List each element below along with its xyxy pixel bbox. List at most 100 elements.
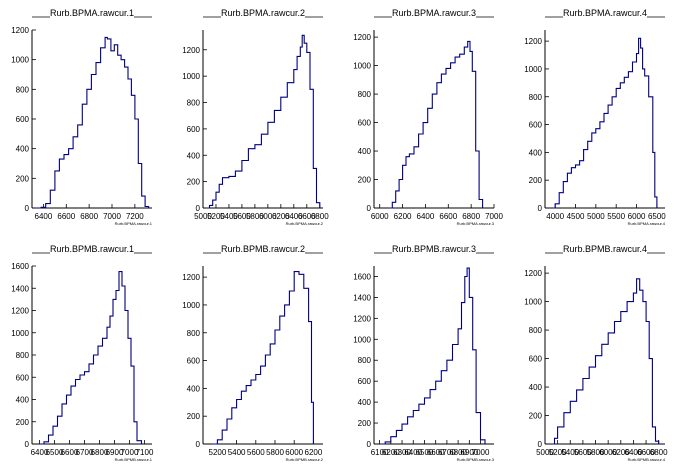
x-tick-label: 7000 (472, 448, 490, 457)
x-axis-title: Rurb.BPMA.rawcur.1 (115, 221, 153, 226)
x-tick-label: 7000 (121, 448, 139, 457)
x-tick-label: 6800 (462, 212, 480, 221)
y-tick-label: 400 (529, 148, 543, 157)
y-tick-label: 1000 (11, 329, 29, 338)
y-tick-label: 200 (358, 419, 372, 428)
x-tick-label: 5200 (207, 212, 225, 221)
x-tick-label: 7000 (485, 212, 503, 221)
y-tick-label: 600 (187, 357, 201, 366)
chart-title: Rurb.BPMA.rawcur.3 (392, 8, 476, 18)
x-tick-label: 6400 (625, 448, 643, 457)
y-tick-label: 1600 (11, 262, 29, 271)
y-tick-label: 400 (529, 383, 543, 392)
y-tick-label: 0 (196, 440, 201, 449)
x-tick-label: 7200 (126, 212, 144, 221)
x-tick-label: 5400 (220, 212, 238, 221)
x-tick-label: 6400 (404, 448, 422, 457)
y-tick-label: 1200 (182, 273, 200, 282)
x-tick-label: 6600 (298, 212, 316, 221)
x-axis-title: Rurb.BPMB.rawcur.4 (628, 457, 666, 462)
x-tick-label: 6500 (648, 212, 666, 221)
x-tick-label: 6800 (91, 448, 109, 457)
y-tick-label: 200 (529, 412, 543, 421)
histogram-series (553, 37, 658, 209)
x-tick-label: 6000 (259, 212, 277, 221)
y-tick-label: 1000 (524, 65, 542, 74)
y-tick-label: 1000 (353, 62, 371, 71)
y-tick-label: 400 (16, 145, 30, 154)
x-tick-label: 5500 (607, 212, 625, 221)
x-axis-title: Rurb.BPMB.rawcur.2 (286, 457, 324, 462)
y-tick-label: 600 (358, 119, 372, 128)
y-tick-label: 200 (16, 174, 30, 183)
x-tick-label: 5200 (209, 448, 227, 457)
x-axis-title: Rurb.BPMA.rawcur.2 (286, 221, 324, 226)
x-tick-label: 6800 (311, 212, 329, 221)
histogram-panel: Rurb.BPMB.rawcur.1 0 200 400 600 800 1000 1200 1… (11, 242, 154, 462)
x-tick-label: 6900 (460, 448, 478, 457)
x-tick-label: 6200 (305, 448, 323, 457)
x-tick-label: 5600 (247, 448, 265, 457)
x-tick-label: 6200 (382, 448, 400, 457)
x-tick-label: 6000 (371, 212, 389, 221)
x-tick-label: 6400 (285, 212, 303, 221)
y-tick-label: 400 (358, 398, 372, 407)
x-tick-label: 6500 (46, 448, 64, 457)
y-tick-label: 600 (529, 121, 543, 130)
histogram-series (388, 40, 484, 209)
x-tick-label: 5400 (228, 448, 246, 457)
y-tick-label: 200 (16, 418, 30, 427)
y-tick-label: 1200 (11, 307, 29, 316)
y-tick-label: 200 (358, 176, 372, 185)
y-tick-label: 1000 (11, 56, 29, 65)
x-tick-label: 6700 (438, 448, 456, 457)
histogram-series (379, 267, 486, 445)
y-tick-label: 400 (16, 396, 30, 405)
y-tick-label: 0 (367, 440, 372, 449)
x-tick-label: 6000 (599, 448, 617, 457)
x-tick-label: 6800 (80, 212, 98, 221)
histogram-panel: Rurb.BPMA.rawcur.4 0 200 400 600 800 1000 1200 4… (524, 6, 666, 226)
title-box (565, 6, 645, 19)
x-axis-title: Rurb.BPMB.rawcur.1 (115, 457, 153, 462)
x-tick-label: 6400 (31, 448, 49, 457)
y-tick-label: 800 (187, 329, 201, 338)
y-tick-label: 1200 (11, 26, 29, 35)
histogram-series (551, 278, 660, 445)
y-tick-label: 800 (16, 85, 30, 94)
y-tick-label: 1400 (353, 293, 371, 302)
histogram-panel: Rurb.BPMB.rawcur.3 0 200 400 600 800 1000 1200 1… (353, 242, 495, 462)
x-tick-label: 6600 (57, 212, 75, 221)
x-tick-label: 6700 (76, 448, 94, 457)
x-tick-label: 6000 (628, 212, 646, 221)
x-tick-label: 6400 (35, 212, 53, 221)
x-tick-label: 6600 (637, 448, 655, 457)
chart-title: Rurb.BPMB.rawcur.3 (392, 244, 476, 254)
x-tick-label: 5800 (587, 448, 605, 457)
x-tick-label: 5000 (587, 212, 605, 221)
y-tick-label: 800 (358, 356, 372, 365)
x-axis-title: Rurb.BPMA.rawcur.4 (628, 221, 666, 226)
x-tick-label: 5200 (549, 448, 567, 457)
title-box (223, 242, 303, 255)
histogram-series (206, 34, 321, 209)
y-tick-label: 800 (529, 326, 543, 335)
y-tick-label: 400 (358, 147, 372, 156)
y-tick-label: 200 (529, 176, 543, 185)
histogram-panel: Rurb.BPMB.rawcur.2 0 200 400 600 800 1000 1200 5… (182, 242, 324, 462)
chart-title: Rurb.BPMB.rawcur.4 (563, 244, 647, 254)
title-box (52, 6, 132, 19)
x-tick-label: 6300 (393, 448, 411, 457)
y-tick-label: 1200 (353, 314, 371, 323)
x-tick-label: 5400 (561, 448, 579, 457)
y-tick-label: 800 (16, 351, 30, 360)
histogram-panel: Rurb.BPMA.rawcur.3 0 200 400 600 800 1000 1200 6… (353, 6, 503, 226)
x-tick-label: 7100 (136, 448, 154, 457)
y-tick-label: 1600 (353, 272, 371, 281)
x-tick-label: 6400 (417, 212, 435, 221)
y-tick-label: 0 (25, 440, 30, 449)
x-tick-label: 6200 (394, 212, 412, 221)
x-tick-label: 5000 (536, 448, 554, 457)
x-tick-label: 6600 (427, 448, 445, 457)
x-tick-label: 5600 (233, 212, 251, 221)
